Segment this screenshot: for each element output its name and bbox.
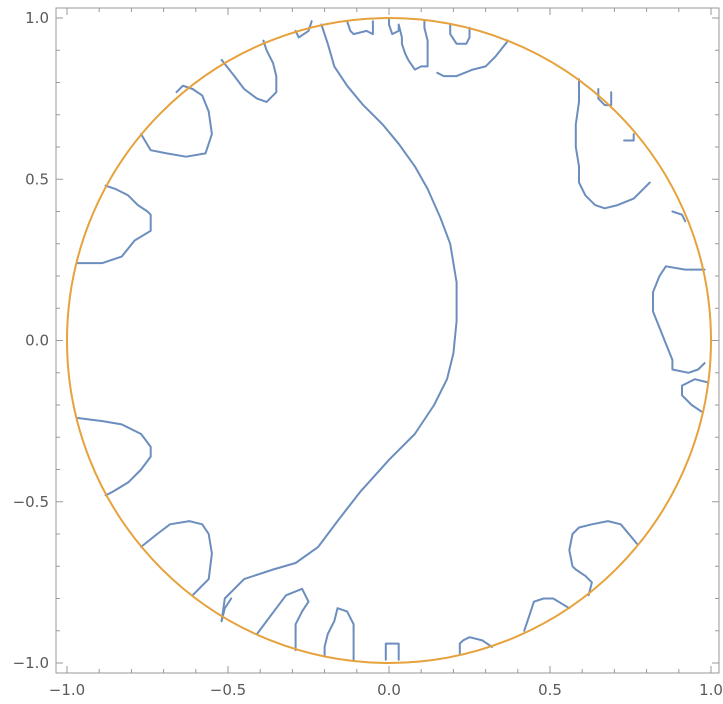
contour-line — [623, 133, 635, 142]
y-tick-label: 0.5 — [25, 170, 49, 188]
contour-line — [346, 20, 374, 36]
plot-series — [66, 17, 712, 664]
contour-line — [384, 642, 400, 661]
unit-circle-line — [66, 17, 712, 664]
x-tick-label: 1.0 — [699, 681, 723, 699]
y-tick-label: 0.0 — [25, 332, 49, 350]
x-tick-label: −0.5 — [210, 681, 246, 699]
x-tick-label: 0.0 — [377, 681, 401, 699]
contour-line — [652, 265, 706, 374]
x-tick-label: 0.5 — [538, 681, 562, 699]
contour-line — [75, 416, 152, 497]
x-tick-label: −1.0 — [49, 681, 85, 699]
contour-line — [458, 636, 493, 655]
contour-line — [256, 587, 310, 652]
contour-line — [671, 210, 687, 223]
contour-line — [681, 378, 709, 413]
y-tick-label: −1.0 — [13, 654, 49, 672]
plot-frame — [55, 7, 720, 674]
contour-line — [574, 78, 651, 210]
plot-frame-rect — [55, 7, 720, 674]
y-tick-label: −0.5 — [13, 493, 49, 511]
contour-line — [568, 520, 638, 597]
contour-line — [323, 607, 355, 661]
y-tick-label: 1.0 — [25, 9, 49, 27]
contour-line — [220, 23, 458, 623]
contour-line — [523, 597, 571, 632]
contour-line — [388, 17, 429, 71]
contour-line — [436, 39, 510, 78]
contour-line — [75, 184, 152, 265]
contour-line — [449, 23, 471, 45]
tick-labels: −1.0 −0.5 0.0 0.5 1.0 −1.0 −0.5 0.0 0.5 1.0 — [13, 9, 723, 699]
contour-line — [220, 39, 278, 103]
contour-line — [294, 20, 313, 39]
contour-line — [140, 520, 213, 597]
axis-ticks — [56, 8, 719, 673]
